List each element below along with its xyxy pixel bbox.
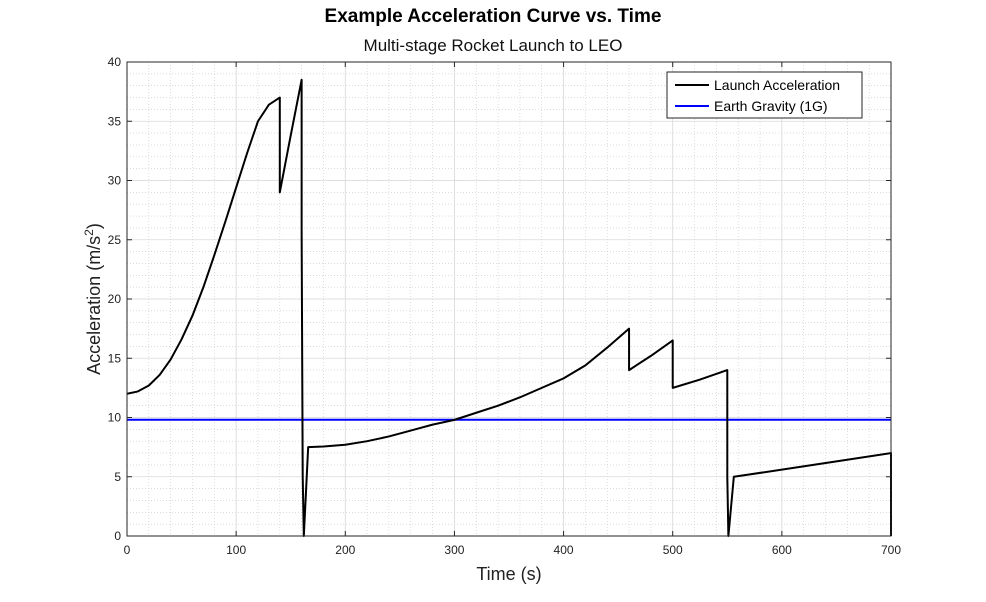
y-tick-label: 30 xyxy=(108,174,122,188)
y-axis-label-main: Acceleration (m/s xyxy=(84,236,104,375)
legend-box xyxy=(666,71,863,119)
y-tick-label: 15 xyxy=(108,351,122,365)
y-tick-label: 5 xyxy=(114,470,121,484)
y-tick-label: 40 xyxy=(108,55,122,69)
legend: Launch Acceleration Earth Gravity (1G) xyxy=(666,71,863,119)
x-tick-label: 700 xyxy=(881,543,901,557)
y-tick-label: 35 xyxy=(108,114,122,128)
axis-ticks: 0 100 200 300 400 500 600 700 0 5 10 15 20 25 30 35 40 xyxy=(108,55,902,557)
x-axis-label: Time (s) xyxy=(476,564,541,584)
legend-label: Launch Acceleration xyxy=(714,77,840,93)
y-axis-label: Acceleration (m/s2) xyxy=(82,223,104,375)
series-line-launch-acceleration xyxy=(126,78,893,537)
x-tick-label: 0 xyxy=(124,543,131,557)
y-axis-label-sup: 2 xyxy=(82,229,96,236)
y-axis-label-end: ) xyxy=(84,223,104,229)
y-tick-label: 10 xyxy=(108,411,122,425)
x-tick-label: 500 xyxy=(663,543,683,557)
x-tick-label: 100 xyxy=(226,543,246,557)
y-tick-label: 25 xyxy=(108,233,122,247)
chart-subtitle: Multi-stage Rocket Launch to LEO xyxy=(363,36,623,55)
x-tick-label: 200 xyxy=(335,543,355,557)
x-tick-label: 300 xyxy=(444,543,464,557)
legend-label: Earth Gravity (1G) xyxy=(714,98,828,114)
y-tick-label: 0 xyxy=(114,529,121,543)
series-layer xyxy=(126,78,893,537)
chart-title: Example Acceleration Curve vs. Time xyxy=(324,6,662,27)
x-tick-label: 400 xyxy=(554,543,574,557)
x-tick-label: 600 xyxy=(772,543,792,557)
y-tick-label: 20 xyxy=(108,292,122,306)
